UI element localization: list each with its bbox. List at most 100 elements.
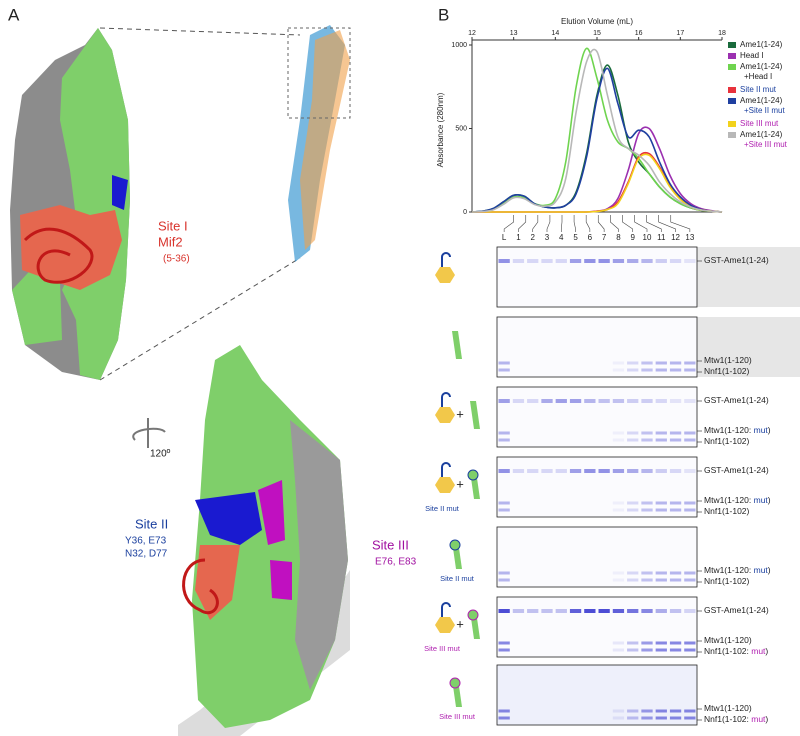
- gel-band: [627, 368, 639, 372]
- fraction-label: 12: [671, 233, 680, 242]
- gel-band: [569, 609, 582, 613]
- gel-frame: [496, 526, 698, 588]
- gel-band: [641, 648, 653, 652]
- gel-band: [584, 259, 596, 263]
- site-protein: Mif2: [158, 234, 183, 249]
- gel-band: [541, 609, 553, 613]
- band-label-part: mut: [751, 646, 766, 656]
- band-label-part: mut: [751, 714, 766, 724]
- gel-band: [598, 609, 610, 613]
- gel-band: [641, 641, 653, 645]
- series-line: [471, 47, 723, 213]
- gel-band: [684, 361, 696, 365]
- fraction-label: 9: [630, 233, 635, 242]
- legend-label: Ame1(1-24): [740, 40, 783, 49]
- band-label-part: Mtw1(1-120): [704, 703, 752, 713]
- legend-label: Site III mut: [740, 119, 779, 128]
- band-label: GST-Ame1(1-24): [704, 255, 769, 265]
- band-label: Mtw1(1-120: mut): [704, 565, 771, 575]
- gel-band: [655, 609, 667, 613]
- gel-band: [669, 609, 682, 613]
- icon-hook: [441, 602, 451, 617]
- fraction-label: 3: [545, 233, 550, 242]
- gel-band: [684, 648, 696, 652]
- gel-band: [612, 259, 625, 263]
- gel-band: [641, 578, 653, 582]
- x-axis-label: Elution Volume (mL): [561, 17, 633, 26]
- gel-band: [498, 508, 510, 512]
- gel-band: [498, 361, 510, 365]
- gel-band: [627, 399, 639, 403]
- gel-band: [627, 259, 639, 263]
- gel-band: [612, 361, 625, 365]
- band-label: Nnf1(1-102): [704, 506, 750, 516]
- gel-band: [655, 501, 667, 505]
- gel-band: [669, 361, 682, 365]
- gel-band: [684, 709, 696, 713]
- x-tick-label: 18: [718, 30, 726, 37]
- gel-band: [612, 648, 625, 652]
- gel-band: [555, 609, 567, 613]
- gel-band: [498, 259, 510, 263]
- gel-band: [655, 508, 667, 512]
- site-range: (5-36): [163, 254, 190, 265]
- band-label-part: ): [768, 425, 771, 435]
- band-label: Nnf1(1-102): [704, 436, 750, 446]
- fraction-label: 10: [643, 233, 652, 242]
- band-label-part: Nnf1(1-102): [704, 436, 750, 446]
- gel-band: [612, 508, 625, 512]
- icon-mind: [470, 401, 480, 429]
- rotation-label: 120º: [150, 449, 171, 460]
- band-label: Nnf1(1-102): [704, 366, 750, 376]
- band-label-part: ): [768, 565, 771, 575]
- gel-band: [627, 648, 639, 652]
- band-label-part: Mtw1(1-120:: [704, 495, 754, 505]
- gel-band: [498, 399, 510, 403]
- gel-band: [684, 399, 696, 403]
- fraction-label: 13: [685, 233, 694, 242]
- band-label-part: GST-Ame1(1-24): [704, 255, 769, 265]
- band-label: Nnf1(1-102: mut): [704, 646, 768, 656]
- gel-band: [655, 709, 667, 713]
- icon-caption: Site III mut: [439, 712, 476, 721]
- legend-label: Site II mut: [740, 85, 777, 94]
- band-label-part: GST-Ame1(1-24): [704, 395, 769, 405]
- band-label: Mtw1(1-120: mut): [704, 495, 771, 505]
- gel-band: [669, 571, 682, 575]
- y-axis-label: Absorbance (280nm): [436, 92, 445, 167]
- gel-band: [612, 469, 625, 473]
- band-label-part: Nnf1(1-102:: [704, 714, 751, 724]
- fraction-label: 2: [530, 233, 535, 242]
- site-label: Site III: [372, 537, 409, 552]
- gel-band: [555, 469, 567, 473]
- legend-label: Ame1(1-24): [740, 96, 783, 105]
- gel-band: [627, 709, 639, 713]
- band-label-part: Nnf1(1-102:: [704, 646, 751, 656]
- gel-band: [641, 438, 653, 442]
- gel-band: [612, 399, 625, 403]
- icon-caption: Site II mut: [440, 574, 475, 583]
- icon-hook: [441, 252, 451, 267]
- y-tick-label: 0: [463, 209, 467, 216]
- fraction-connector: [503, 215, 514, 232]
- fraction-label: 6: [588, 233, 593, 242]
- surface-top: [10, 25, 351, 381]
- gel-band: [669, 368, 682, 372]
- gel-band: [641, 501, 653, 505]
- x-tick-label: 16: [635, 30, 643, 37]
- band-label: Mtw1(1-120): [704, 355, 752, 365]
- fraction-connector: [622, 215, 634, 232]
- gel-band: [498, 578, 510, 582]
- gel-band: [684, 508, 696, 512]
- fraction-connector: [610, 215, 619, 232]
- fraction-connector: [560, 215, 563, 232]
- gel-band: [498, 709, 510, 713]
- icon-caption: Site II mut: [425, 504, 460, 513]
- y-tick-label: 1000: [451, 42, 467, 49]
- x-tick-label: 15: [593, 30, 601, 37]
- x-tick-label: 17: [676, 30, 684, 37]
- legend-label: +Site III mut: [744, 140, 788, 149]
- gel-band: [684, 571, 696, 575]
- gel-band: [669, 469, 682, 473]
- gel-band: [527, 469, 539, 473]
